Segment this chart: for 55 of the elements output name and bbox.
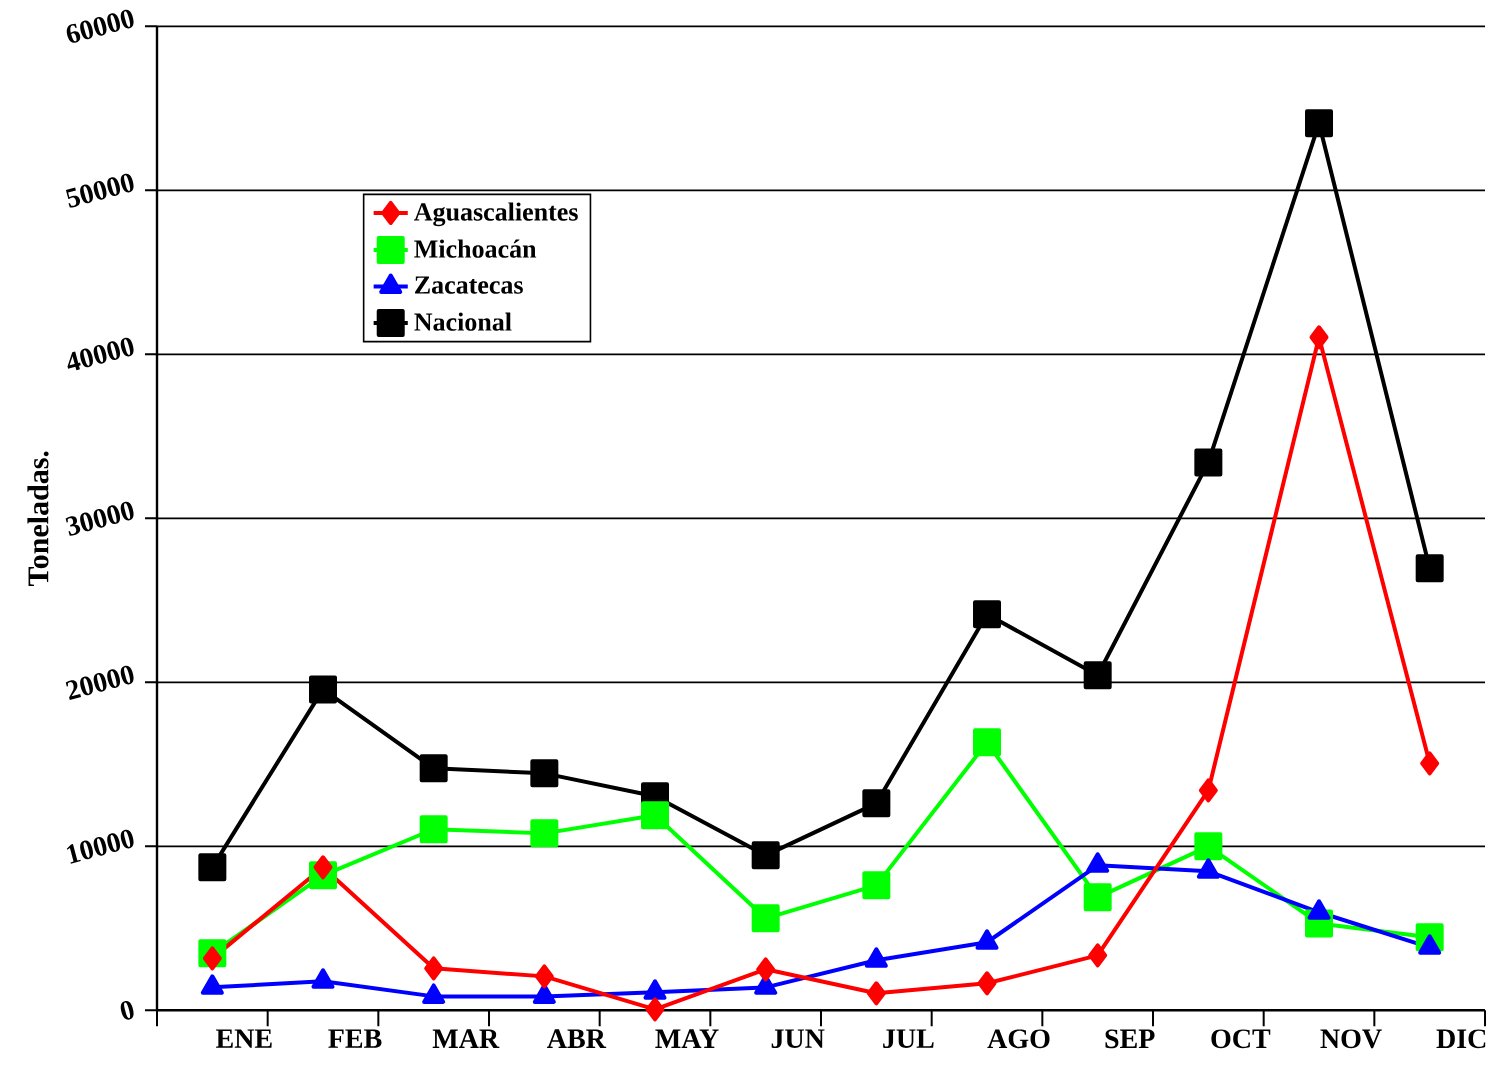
x-tick-label: AGO (987, 1029, 1050, 1049)
point (202, 946, 222, 971)
point (419, 754, 448, 783)
point (424, 956, 444, 981)
x-tick-label: OCT (1211, 1029, 1271, 1049)
point (862, 871, 891, 900)
point (756, 957, 776, 982)
x-tick-label: JUL (883, 1029, 934, 1048)
point (1420, 751, 1440, 776)
point (751, 904, 780, 933)
point (1198, 778, 1218, 803)
x-tick-label: DIC (1436, 1029, 1486, 1049)
x-tick-label: NOV (1320, 1029, 1382, 1049)
x-tick-label: MAR (432, 1029, 500, 1048)
y-tick-label: 10000 (66, 829, 134, 864)
point (1088, 943, 1108, 968)
point (534, 964, 554, 989)
y-tick-label: 60000 (66, 9, 134, 43)
x-tick-label: SEP (1105, 1029, 1155, 1049)
point (1194, 832, 1223, 861)
point (866, 981, 886, 1006)
point (751, 841, 780, 870)
point (862, 789, 891, 818)
point (1305, 109, 1334, 138)
x-tick-label: MAY (655, 1029, 719, 1048)
point (645, 997, 665, 1022)
point (530, 819, 559, 848)
point (973, 728, 1002, 757)
legend-label: Nacional (414, 312, 512, 331)
y-axis-title: Toneladas. (27, 451, 49, 586)
point (309, 675, 338, 704)
point (641, 801, 670, 830)
legend-label: Zacatecas (415, 276, 523, 294)
point (530, 759, 559, 788)
point (1083, 883, 1112, 912)
x-tick-label: FEB (328, 1029, 382, 1048)
legend-label: Aguascalientes (414, 202, 578, 227)
point (313, 855, 333, 880)
point (198, 853, 227, 882)
x-tick-label: ABR (547, 1029, 607, 1048)
y-tick-label: 40000 (67, 337, 134, 371)
legend-label: Michoacán (414, 239, 537, 258)
point (1194, 448, 1223, 477)
point (1083, 661, 1112, 690)
point (977, 971, 997, 996)
x-tick-label: JUN (771, 1029, 825, 1048)
point (973, 600, 1002, 629)
x-tick-label: ENE (216, 1029, 272, 1048)
y-tick-label: 0 (120, 1000, 134, 1020)
point (1415, 554, 1444, 583)
point (1309, 325, 1329, 350)
point (419, 815, 448, 844)
y-tick-label: 50000 (65, 173, 134, 208)
y-tick-label: 20000 (65, 665, 134, 700)
y-tick-label: 30000 (65, 501, 134, 536)
